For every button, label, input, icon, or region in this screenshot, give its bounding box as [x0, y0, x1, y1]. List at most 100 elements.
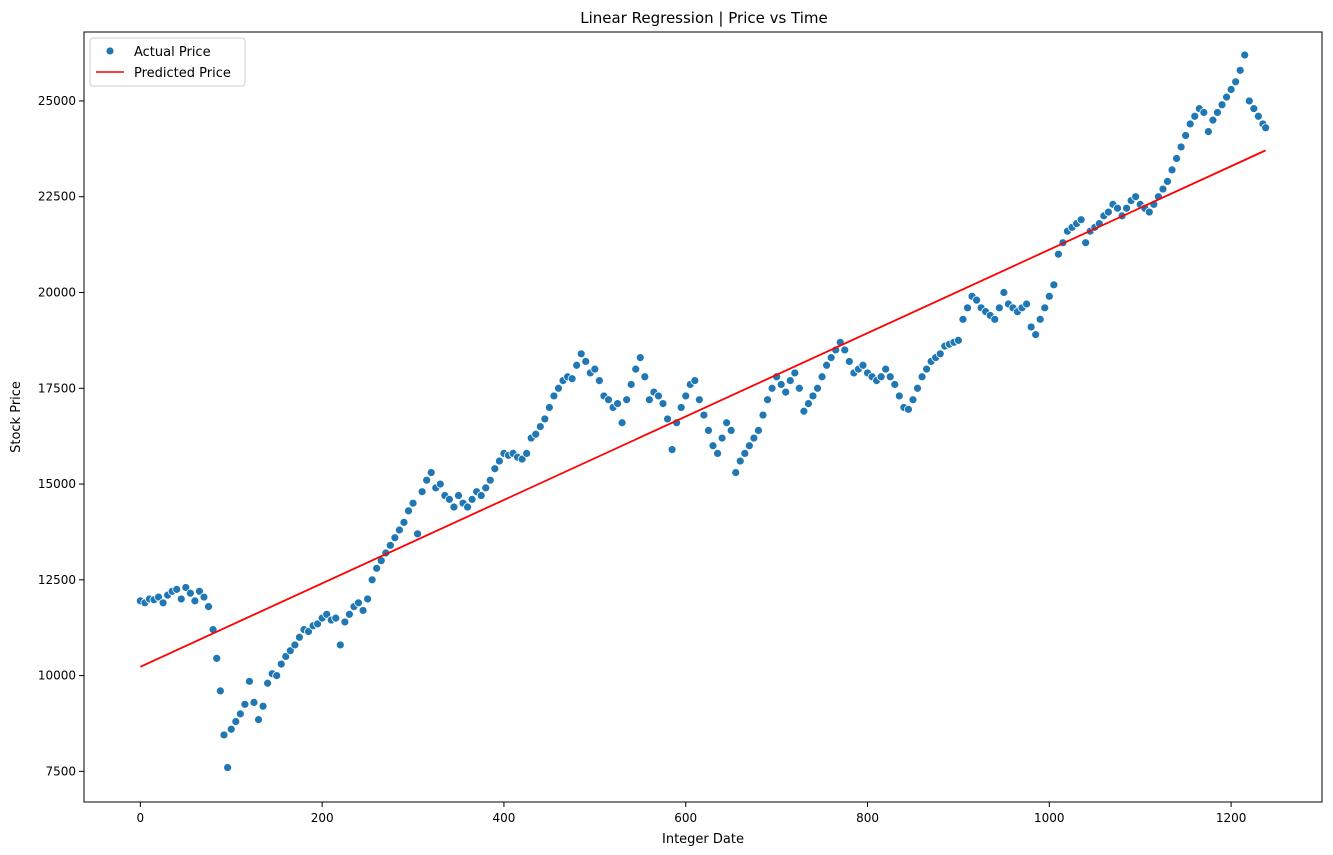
data-point: [272, 671, 282, 680]
data-point: [435, 479, 445, 489]
legend-label-actual: Actual Price: [134, 45, 211, 60]
data-point: [263, 678, 273, 688]
data-point: [890, 380, 900, 389]
data-point: [1054, 249, 1063, 259]
data-point: [385, 540, 395, 550]
data-point: [794, 383, 804, 393]
data-point: [676, 403, 686, 412]
data-point: [617, 418, 627, 428]
legend: Actual Price Predicted Price: [89, 37, 246, 87]
data-point: [844, 357, 854, 366]
data-point: [1172, 154, 1181, 163]
data-point: [226, 724, 236, 734]
data-point: [417, 487, 427, 497]
data-point: [281, 652, 291, 661]
data-point: [354, 598, 363, 608]
data-point: [185, 588, 195, 598]
data-point: [190, 596, 200, 606]
data-point: [204, 602, 213, 612]
data-point: [295, 632, 304, 642]
data-point: [517, 454, 527, 464]
data-point: [1026, 322, 1036, 332]
data-point: [640, 372, 650, 382]
data-point: [590, 364, 600, 374]
data-point: [963, 303, 972, 313]
data-point: [531, 429, 541, 439]
data-point: [726, 426, 736, 435]
data-point: [1181, 131, 1191, 140]
y-tick-label: 20000: [38, 285, 76, 299]
data-point: [476, 491, 486, 500]
data-point: [935, 349, 945, 359]
data-point: [331, 613, 341, 623]
data-point: [613, 399, 622, 408]
data-point: [1144, 207, 1154, 217]
data-point: [249, 697, 259, 707]
data-point: [231, 717, 241, 726]
data-point: [404, 506, 413, 516]
x-tick-label: 0: [137, 811, 145, 825]
legend-box: [89, 37, 246, 87]
data-point: [1167, 165, 1177, 175]
data-point: [744, 441, 754, 451]
data-point: [199, 592, 209, 602]
data-point: [235, 709, 245, 719]
data-point: [822, 360, 832, 370]
x-tick-label: 1200: [1216, 811, 1247, 825]
data-point: [626, 380, 636, 389]
data-point: [754, 426, 763, 435]
data-point: [917, 372, 927, 382]
data-point: [799, 406, 809, 416]
data-point: [1226, 85, 1236, 94]
data-point: [535, 422, 545, 431]
data-point: [1044, 291, 1054, 301]
y-tick-label: 15000: [38, 477, 76, 491]
data-point: [635, 353, 645, 363]
data-point: [223, 763, 233, 772]
data-point: [667, 445, 677, 454]
plot-area: [135, 50, 1271, 772]
data-point: [358, 606, 368, 615]
y-tick-label: 25000: [38, 94, 76, 108]
data-point: [1163, 177, 1172, 186]
data-point: [1185, 119, 1195, 129]
data-point: [1176, 142, 1186, 152]
data-point: [1031, 330, 1041, 340]
data-point: [1049, 280, 1059, 290]
data-point: [658, 399, 668, 408]
data-point: [172, 584, 182, 594]
data-point: [954, 335, 963, 345]
data-point: [826, 353, 836, 363]
data-point: [1158, 184, 1168, 194]
data-point: [215, 686, 225, 696]
data-point: [1103, 207, 1113, 217]
data-point: [454, 491, 463, 500]
data-point: [554, 383, 563, 393]
data-point: [1035, 314, 1045, 324]
y-tick-label: 12500: [38, 573, 76, 587]
data-point: [767, 383, 777, 393]
data-point: [258, 701, 268, 711]
data-point: [276, 659, 286, 669]
data-point: [922, 364, 932, 374]
x-axis-label: Integer Date: [662, 832, 744, 847]
data-point: [335, 640, 345, 650]
data-point: [594, 376, 604, 386]
data-point: [958, 314, 968, 324]
data-point: [467, 494, 477, 504]
x-tick-label: 400: [492, 811, 515, 825]
data-point: [749, 433, 759, 443]
y-tick-label: 22500: [38, 190, 76, 204]
data-point: [1022, 299, 1031, 309]
data-point: [490, 464, 500, 474]
x-tick-label: 800: [856, 811, 879, 825]
data-point: [176, 594, 186, 604]
data-point: [763, 395, 772, 405]
data-point: [681, 391, 691, 401]
data-point: [1217, 100, 1227, 110]
data-point: [781, 387, 791, 397]
data-point: [663, 414, 672, 424]
data-point: [413, 529, 422, 539]
data-point: [722, 418, 732, 428]
